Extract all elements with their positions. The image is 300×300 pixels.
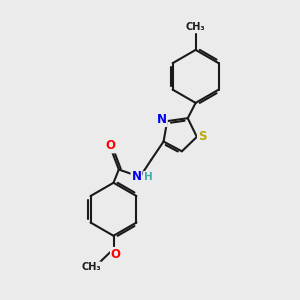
Text: N: N xyxy=(157,113,167,126)
Text: CH₃: CH₃ xyxy=(186,22,206,32)
Text: N: N xyxy=(131,170,142,183)
Text: S: S xyxy=(198,130,206,143)
Text: O: O xyxy=(106,140,116,152)
Text: O: O xyxy=(111,248,121,261)
Text: H: H xyxy=(144,172,153,182)
Text: CH₃: CH₃ xyxy=(81,262,101,272)
